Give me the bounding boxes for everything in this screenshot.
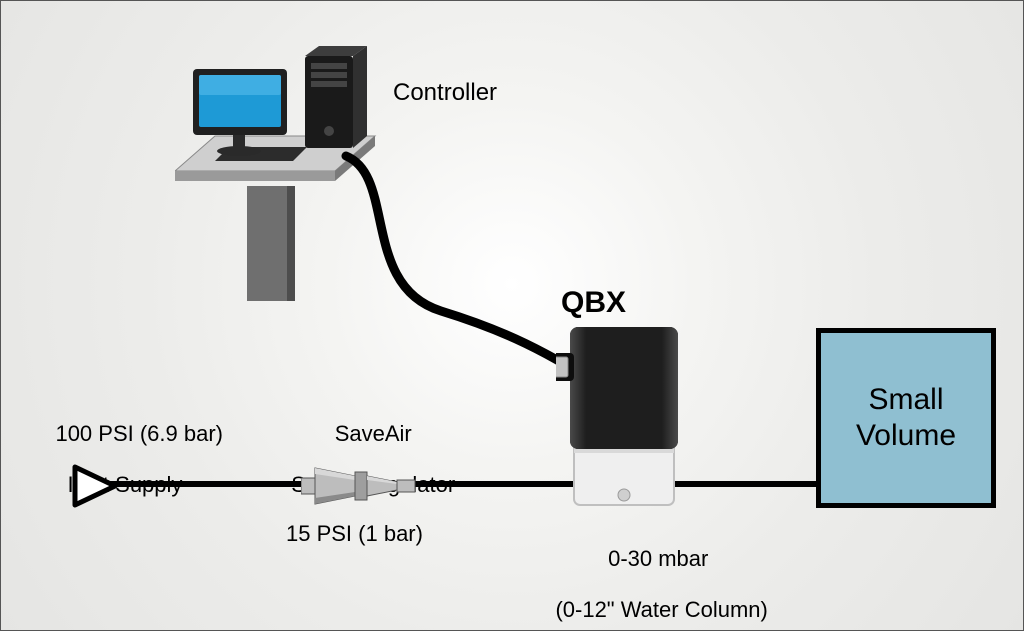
inlet-label: 100 PSI (6.9 bar) Inlet Supply [31,396,223,522]
qbx-value-line2: (0-12" Water Column) [555,597,767,622]
small-volume-line1: Small [868,383,943,416]
qbx-value-line1: 0-30 mbar [608,546,708,571]
controller-cable [1,1,1024,631]
controller-workstation [175,41,405,306]
controller-label: Controller [393,79,497,107]
small-volume-line2: Volume [856,419,956,452]
regulator-title-line1: SaveAir [335,421,412,446]
pipeline-line [109,481,819,487]
regulator-value: 15 PSI (1 bar) [286,521,423,546]
qbx-device-icon [556,323,696,518]
inlet-label-line1: 100 PSI (6.9 bar) [55,421,223,446]
qbx-title: QBX [561,286,626,321]
regulator-icon [301,456,421,521]
small-volume-box: Small Volume [816,328,996,508]
qbx-value: 0-30 mbar (0-12" Water Column) [531,521,761,631]
